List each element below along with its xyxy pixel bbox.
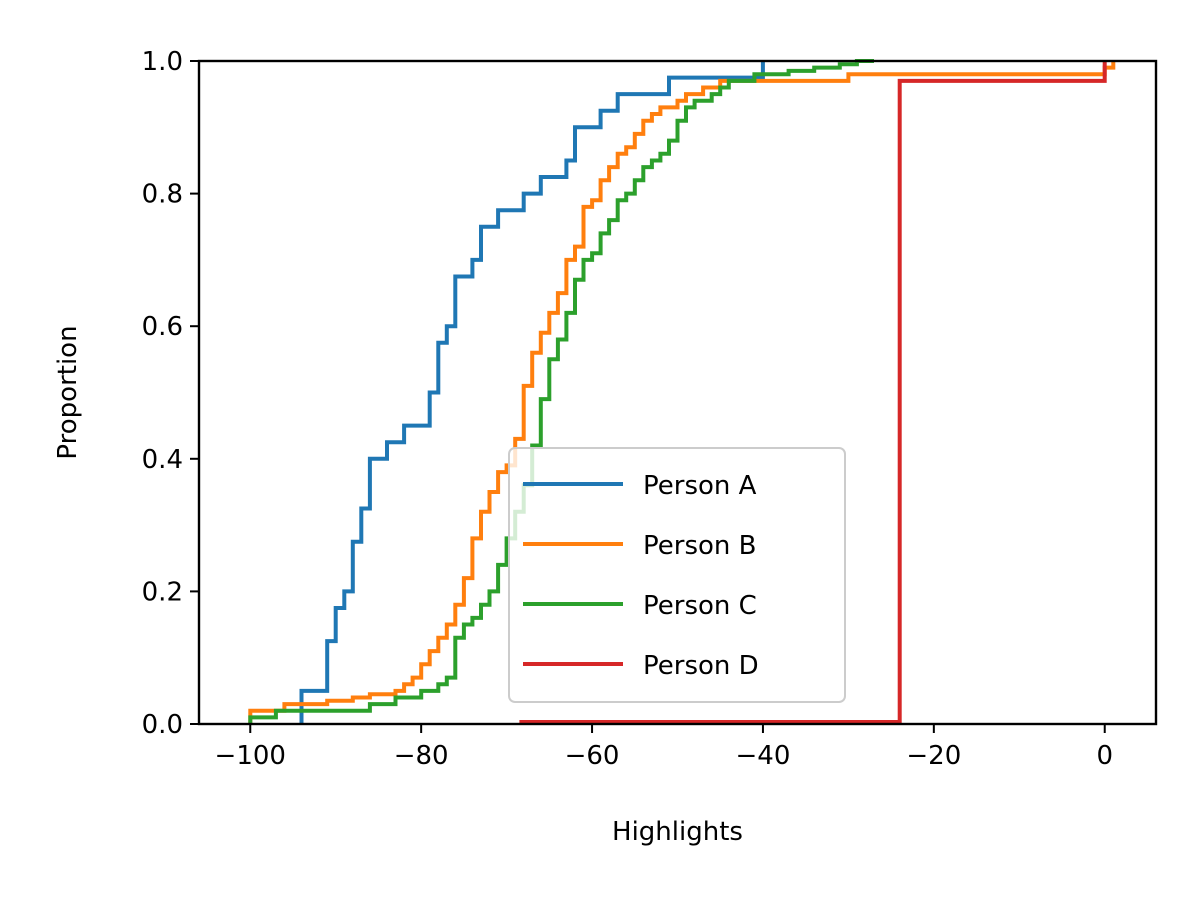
legend-label: Person C <box>643 591 757 621</box>
x-axis-label: Highlights <box>612 817 743 847</box>
x-tick-label: −60 <box>565 741 620 771</box>
legend-label: Person D <box>643 651 759 681</box>
legend-box <box>508 447 846 703</box>
y-tick-label: 0.6 <box>142 312 183 342</box>
legend-label: Person A <box>643 471 757 501</box>
x-tick-label: −80 <box>394 741 449 771</box>
series-line-person-d <box>519 61 1107 724</box>
y-tick-label: 0.4 <box>142 445 183 475</box>
y-tick-label: 1.0 <box>142 47 183 77</box>
series-line-person-a <box>299 61 765 724</box>
series-layer <box>248 59 1116 724</box>
series-line-person-c <box>248 59 874 724</box>
x-axis: −100 −80 −60 −40 −20 0 <box>215 724 1113 771</box>
y-axis-label: Proportion <box>53 325 83 459</box>
y-tick-label: 0.0 <box>142 710 183 740</box>
x-tick-label: −100 <box>215 741 286 771</box>
series-line-person-b <box>248 61 1116 724</box>
legend: Person A Person B Person C Person D <box>508 447 846 703</box>
x-tick-label: −20 <box>906 741 961 771</box>
y-tick-label: 0.8 <box>142 180 183 210</box>
legend-label: Person B <box>643 531 756 561</box>
y-axis: 0.0 0.2 0.4 0.6 0.8 1.0 <box>142 47 199 740</box>
x-tick-label: −40 <box>736 741 791 771</box>
x-tick-label: 0 <box>1096 741 1113 771</box>
plot-frame <box>197 59 1158 726</box>
y-tick-label: 0.2 <box>142 577 183 607</box>
